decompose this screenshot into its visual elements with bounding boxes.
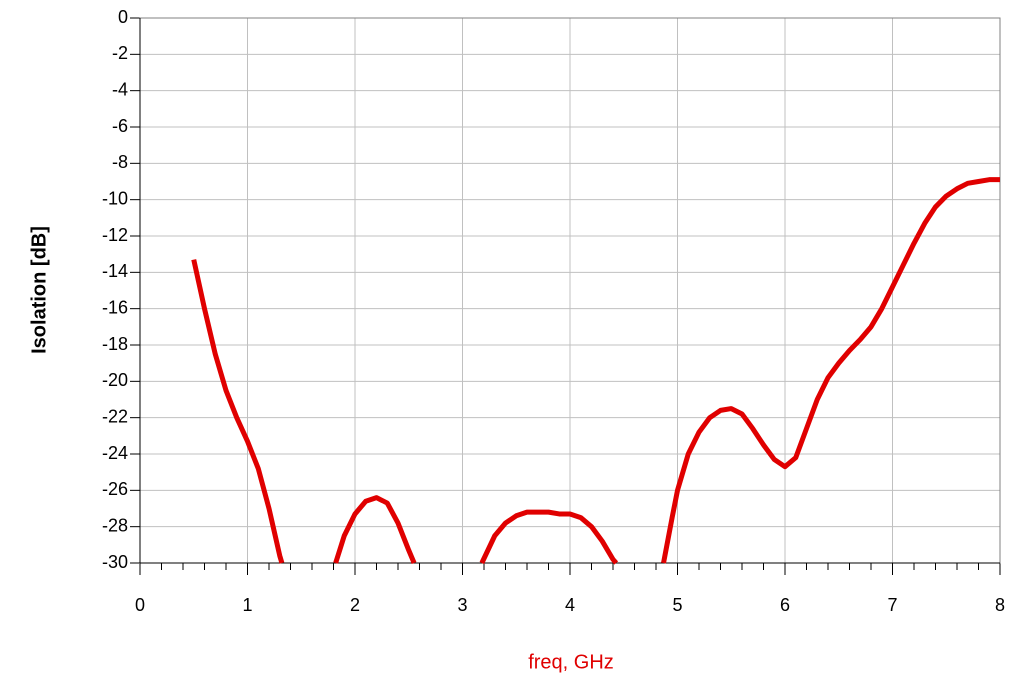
x-tick-label: 6 <box>780 595 790 615</box>
y-axis-label: Isolation [dB] <box>28 226 50 354</box>
x-tick-label: 4 <box>565 595 575 615</box>
y-tick-label: -20 <box>102 370 128 390</box>
x-tick-label: 5 <box>672 595 682 615</box>
x-tick-label: 2 <box>350 595 360 615</box>
y-tick-label: -6 <box>112 116 128 136</box>
y-tick-label: -22 <box>102 406 128 426</box>
x-tick-label: 7 <box>887 595 897 615</box>
y-tick-label: -4 <box>112 79 128 99</box>
x-tick-label: 8 <box>995 595 1005 615</box>
y-tick-label: -8 <box>112 152 128 172</box>
x-tick-label: 0 <box>135 595 145 615</box>
y-tick-label: -28 <box>102 515 128 535</box>
y-tick-label: 0 <box>118 7 128 27</box>
x-tick-label: 3 <box>457 595 467 615</box>
y-tick-label: -14 <box>102 261 128 281</box>
y-tick-label: -12 <box>102 225 128 245</box>
y-tick-label: -18 <box>102 334 128 354</box>
y-tick-label: -24 <box>102 443 128 463</box>
y-tick-label: -2 <box>112 43 128 63</box>
y-tick-label: -16 <box>102 297 128 317</box>
y-tick-label: -26 <box>102 479 128 499</box>
y-tick-label: -30 <box>102 552 128 572</box>
x-axis-label: freq, GHz <box>528 651 614 673</box>
y-tick-label: -10 <box>102 188 128 208</box>
data-line <box>191 177 1000 565</box>
x-tick-label: 1 <box>242 595 252 615</box>
